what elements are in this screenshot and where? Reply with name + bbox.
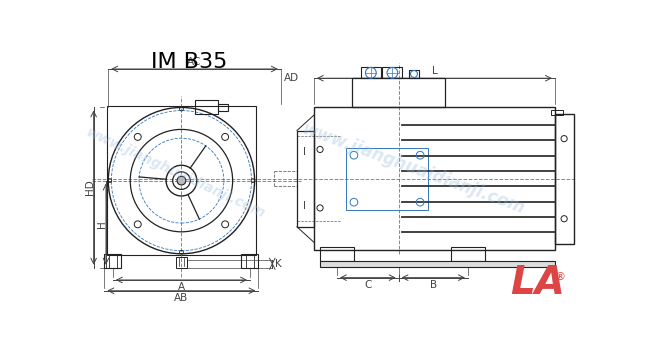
Bar bbox=[410, 70, 419, 78]
Text: LA: LA bbox=[510, 264, 565, 302]
Text: HD: HD bbox=[84, 180, 95, 195]
Text: AD: AD bbox=[284, 73, 299, 83]
Bar bbox=[218, 103, 227, 111]
Text: K: K bbox=[274, 259, 281, 269]
Text: H: H bbox=[97, 220, 107, 228]
Text: A: A bbox=[178, 282, 185, 292]
Bar bbox=[320, 247, 354, 261]
Bar bbox=[361, 68, 381, 78]
Bar bbox=[551, 110, 564, 115]
Bar bbox=[320, 261, 555, 267]
Bar bbox=[176, 257, 187, 268]
Text: AB: AB bbox=[174, 293, 188, 303]
Bar bbox=[352, 78, 445, 107]
Bar bbox=[382, 68, 402, 78]
Bar bbox=[242, 254, 259, 268]
Text: ®: ® bbox=[554, 272, 565, 282]
Text: IM B35: IM B35 bbox=[151, 52, 228, 72]
Bar bbox=[107, 106, 256, 255]
Bar bbox=[314, 107, 555, 250]
Bar bbox=[195, 100, 218, 114]
Text: AC: AC bbox=[187, 57, 202, 67]
Text: L: L bbox=[432, 66, 437, 76]
Bar bbox=[451, 247, 485, 261]
Text: www.jianghuaidianji.com: www.jianghuaidianji.com bbox=[83, 125, 267, 221]
Bar bbox=[297, 131, 314, 227]
Text: I: I bbox=[303, 201, 306, 211]
Bar bbox=[105, 254, 122, 268]
Bar bbox=[346, 147, 428, 210]
Text: www.jianghuaidianji.com: www.jianghuaidianji.com bbox=[300, 120, 528, 218]
Text: C: C bbox=[364, 280, 371, 290]
Circle shape bbox=[177, 176, 186, 185]
Bar bbox=[555, 114, 574, 244]
Text: I: I bbox=[303, 147, 306, 157]
Text: B: B bbox=[430, 280, 437, 290]
